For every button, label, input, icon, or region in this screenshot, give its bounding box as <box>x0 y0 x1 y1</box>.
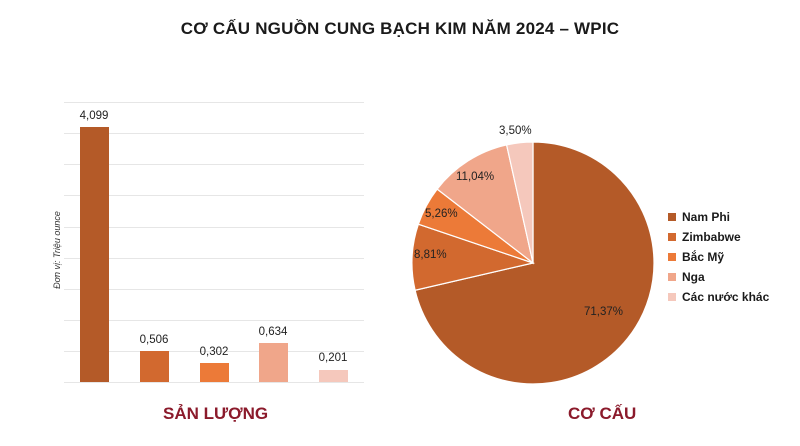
bar-section-label: SẢN LƯỢNG <box>163 404 269 423</box>
bar-zimbabwe <box>140 350 169 382</box>
pie-legend: Nam Phi Zimbabwe Bắc Mỹ Nga Các nước khá… <box>668 207 769 307</box>
bar-value-label: 0,506 <box>139 333 169 346</box>
gridline <box>64 320 364 321</box>
baseline <box>64 382 364 383</box>
pie-label-nga: 11,04% <box>456 171 495 183</box>
legend-label: Nam Phi <box>682 210 731 224</box>
gridline <box>64 133 364 134</box>
legend-item-nga: Nga <box>668 267 769 287</box>
gridline <box>64 351 364 352</box>
legend-swatch-icon <box>668 293 676 301</box>
gridline <box>64 258 364 259</box>
pie-label-nam-phi: 71,37% <box>584 306 624 318</box>
legend-label: Các nước khác <box>682 290 770 304</box>
gridline <box>64 227 364 228</box>
y-axis-label: Đơn vị: Triệu ounce <box>52 211 62 289</box>
gridline <box>64 164 364 165</box>
gridline <box>64 195 364 196</box>
pie-label-zimbabwe: 8,81% <box>414 249 447 261</box>
bar-nam-phi <box>80 126 109 382</box>
gridline <box>64 289 364 290</box>
bar-cac-nuoc-khac <box>319 369 348 382</box>
pie-label-bac-my: 5,26% <box>425 208 458 220</box>
gridline <box>64 102 364 103</box>
legend-item-nam-phi: Nam Phi <box>668 207 769 227</box>
pie-section-label: CƠ CẤU <box>568 404 637 423</box>
legend-item-bac-my: Bắc Mỹ <box>668 247 769 267</box>
pie-label-cac-nuoc-khac: 3,50% <box>499 125 532 137</box>
legend-swatch-icon <box>668 233 676 241</box>
pie-svg <box>411 141 655 385</box>
legend-label: Zimbabwe <box>682 230 741 244</box>
legend-item-zimbabwe: Zimbabwe <box>668 227 769 247</box>
legend-swatch-icon <box>668 213 676 221</box>
legend-swatch-icon <box>668 253 676 261</box>
bar-bac-my <box>200 363 229 382</box>
bar-chart: 4,099 0,506 0,302 0,634 0,201 <box>64 100 364 383</box>
legend-swatch-icon <box>668 273 676 281</box>
bar-value-label: 4,099 <box>79 109 109 122</box>
bar-nga <box>259 342 288 382</box>
bar-value-label: 0,201 <box>318 352 348 365</box>
chart-title: CƠ CẤU NGUỒN CUNG BẠCH KIM NĂM 2024 – WP… <box>180 19 620 38</box>
bar-value-label: 0,634 <box>258 325 288 338</box>
bar-value-label: 0,302 <box>199 346 229 359</box>
legend-label: Bắc Mỹ <box>682 250 725 264</box>
legend-label: Nga <box>682 270 705 284</box>
pie-chart <box>410 140 656 386</box>
pie-slice-3 <box>436 144 534 265</box>
legend-item-cac-nuoc-khac: Các nước khác <box>668 287 769 307</box>
pie-slice-4 <box>505 141 534 264</box>
